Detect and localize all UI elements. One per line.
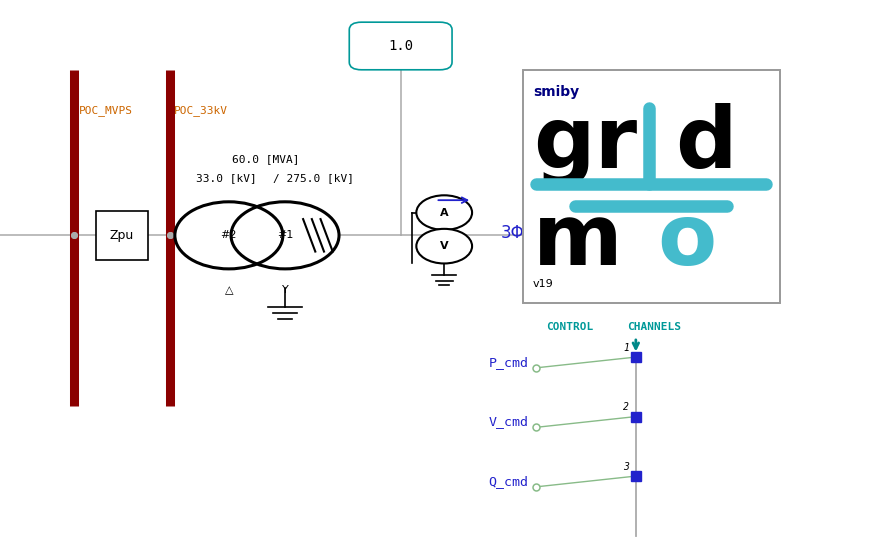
Text: 2: 2: [623, 403, 629, 412]
FancyBboxPatch shape: [523, 70, 780, 303]
Circle shape: [231, 202, 339, 269]
Text: 33.0 [kV]: 33.0 [kV]: [196, 173, 257, 183]
Text: P_cmd: P_cmd: [489, 356, 529, 369]
Text: smiby: smiby: [533, 85, 579, 100]
Text: o: o: [658, 200, 717, 283]
Text: V_cmd: V_cmd: [489, 415, 529, 428]
Text: △: △: [225, 285, 233, 295]
Text: #1: #1: [277, 230, 294, 240]
Text: CHANNELS: CHANNELS: [627, 322, 681, 332]
Text: gr: gr: [533, 103, 638, 186]
Text: d: d: [675, 103, 737, 186]
Text: / 275.0 [kV]: / 275.0 [kV]: [273, 173, 354, 183]
Text: 3Φ: 3Φ: [501, 223, 524, 242]
Text: CONTROL: CONTROL: [546, 322, 593, 332]
Text: Zpu: Zpu: [110, 229, 134, 242]
Text: #2: #2: [220, 230, 237, 240]
Circle shape: [175, 202, 283, 269]
Circle shape: [416, 229, 472, 263]
Text: POC_33kV: POC_33kV: [174, 105, 228, 116]
Text: Y: Y: [281, 285, 288, 295]
Text: m: m: [533, 200, 623, 283]
Text: V: V: [440, 241, 449, 251]
Text: 1: 1: [623, 343, 629, 353]
Circle shape: [416, 195, 472, 230]
Text: 60.0 [MVA]: 60.0 [MVA]: [232, 154, 300, 164]
FancyBboxPatch shape: [96, 211, 148, 260]
Text: 3: 3: [623, 462, 629, 472]
Text: Q_cmd: Q_cmd: [489, 475, 529, 488]
Text: 1.0: 1.0: [388, 39, 413, 53]
Text: POC_MVPS: POC_MVPS: [78, 105, 132, 116]
Text: v19: v19: [533, 280, 554, 289]
FancyBboxPatch shape: [349, 22, 452, 70]
Text: A: A: [440, 208, 449, 217]
